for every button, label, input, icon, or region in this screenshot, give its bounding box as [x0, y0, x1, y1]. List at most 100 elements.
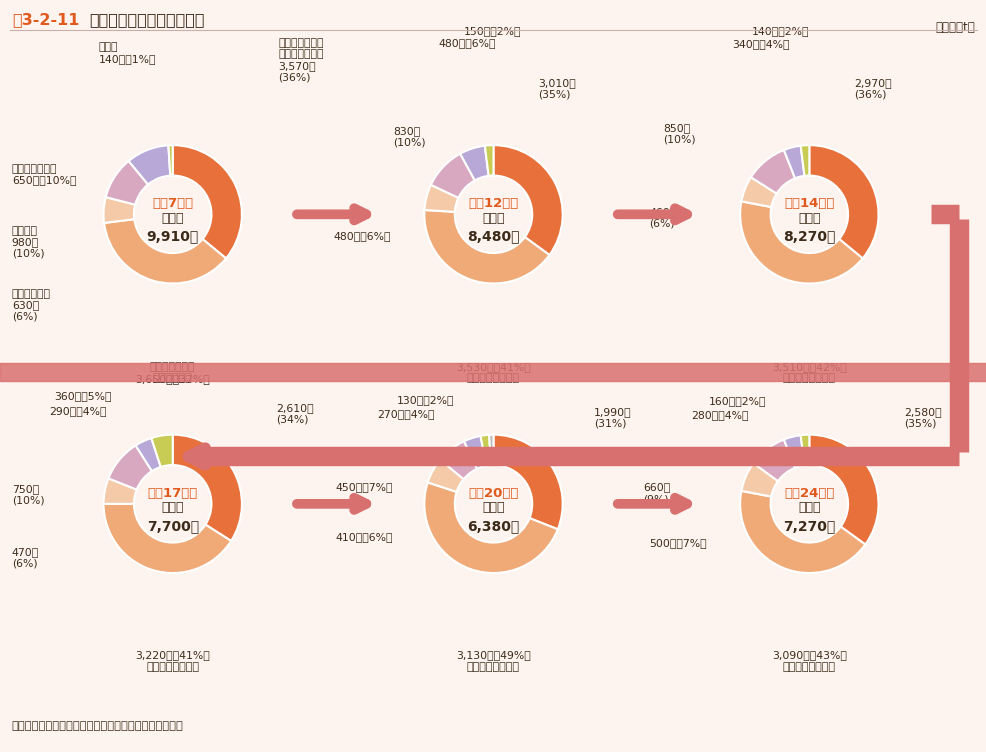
Text: 全国計: 全国計 [162, 502, 183, 514]
Text: 280万（4%）: 280万（4%） [690, 410, 747, 420]
Wedge shape [108, 445, 152, 490]
Text: 注：四捨五入の関係上、合計値と合わない場合がある。: 注：四捨五入の関係上、合計値と合わない場合がある。 [12, 721, 183, 731]
Text: 建設廃棄物の種類別排出量: 建設廃棄物の種類別排出量 [89, 12, 204, 27]
Text: 平成14年度: 平成14年度 [783, 198, 834, 211]
Wedge shape [493, 435, 562, 529]
Wedge shape [809, 435, 878, 544]
Wedge shape [740, 177, 776, 207]
Text: 3,510万（42%）: 3,510万（42%） [771, 362, 846, 372]
Wedge shape [463, 436, 486, 468]
Wedge shape [783, 435, 804, 468]
Text: 130万（2%）: 130万（2%） [396, 395, 454, 405]
Wedge shape [484, 145, 493, 176]
Wedge shape [740, 202, 862, 284]
Text: 500万（7%）: 500万（7%） [649, 538, 706, 548]
Wedge shape [783, 146, 804, 178]
Text: 2,970万
(36%): 2,970万 (36%) [853, 78, 890, 100]
Text: 資料：国土交通省: 資料：国土交通省 [466, 373, 520, 383]
Text: アスファルト・
コンクリート塊
3,570万
(36%): アスファルト・ コンクリート塊 3,570万 (36%) [278, 38, 323, 83]
Text: 資料：国土交通省: 資料：国土交通省 [782, 662, 835, 672]
Text: 平成24年度: 平成24年度 [783, 487, 834, 500]
Text: 全国計: 全国計 [482, 212, 504, 225]
Text: 資料：国土交通省: 資料：国土交通省 [782, 373, 835, 383]
Text: 3,530万（41%）: 3,530万（41%） [456, 362, 530, 372]
Text: 470万
(6%): 470万 (6%) [12, 547, 39, 569]
Wedge shape [169, 145, 173, 176]
Wedge shape [431, 153, 474, 198]
Text: 160万（2%）: 160万（2%） [708, 396, 765, 406]
Wedge shape [104, 219, 226, 284]
Text: 850万
(10%): 850万 (10%) [663, 123, 695, 144]
Text: 7,700万: 7,700万 [147, 519, 198, 533]
Text: 全国計: 全国計 [798, 212, 819, 225]
Text: 平成12年度: 平成12年度 [468, 198, 518, 211]
Text: 資料：建設省: 資料：建設省 [153, 373, 192, 383]
Text: 8,480万: 8,480万 [466, 229, 520, 244]
Text: 830万
(10%): 830万 (10%) [392, 126, 425, 147]
Wedge shape [104, 504, 231, 573]
Text: 全国計: 全国計 [482, 502, 504, 514]
Wedge shape [424, 185, 458, 212]
Text: 図3-2-11: 図3-2-11 [12, 12, 79, 27]
Wedge shape [800, 145, 809, 176]
Wedge shape [106, 161, 148, 205]
Text: 290万（4%）: 290万（4%） [49, 406, 106, 417]
Wedge shape [459, 146, 488, 180]
Text: 建設汚泥
980万
(10%): 建設汚泥 980万 (10%) [12, 226, 44, 259]
Text: 360万（5%）: 360万（5%） [54, 391, 111, 401]
Text: 全国計: 全国計 [798, 502, 819, 514]
Text: 2,580万
(35%): 2,580万 (35%) [903, 407, 941, 428]
Wedge shape [173, 435, 242, 541]
Text: コンクリート塊
3,650万（37%）: コンクリート塊 3,650万（37%） [135, 362, 210, 384]
Wedge shape [740, 491, 865, 573]
Wedge shape [104, 197, 135, 223]
Text: 平成7年度: 平成7年度 [152, 198, 193, 211]
Text: 480万（6%）: 480万（6%） [333, 231, 390, 241]
Wedge shape [427, 459, 463, 492]
Text: 270万（4%）: 270万（4%） [377, 408, 434, 419]
Text: 3,130万（49%）: 3,130万（49%） [456, 650, 530, 660]
Wedge shape [480, 435, 491, 465]
Wedge shape [800, 435, 809, 465]
Text: 6,380万: 6,380万 [467, 519, 519, 533]
Text: 460万
(6%): 460万 (6%) [649, 208, 676, 229]
Wedge shape [440, 441, 476, 479]
Text: 平成20年度: 平成20年度 [467, 487, 519, 500]
Text: 2,610万
(34%): 2,610万 (34%) [276, 403, 314, 424]
Text: 資料：国土交通省: 資料：国土交通省 [466, 662, 520, 672]
Wedge shape [752, 439, 795, 481]
Text: 140万（2%）: 140万（2%） [751, 26, 809, 35]
Text: 480万（6%）: 480万（6%） [438, 38, 495, 47]
Wedge shape [424, 483, 557, 573]
Text: 平成17年度: 平成17年度 [148, 487, 197, 500]
Wedge shape [809, 145, 878, 259]
Text: 340万（4%）: 340万（4%） [732, 39, 789, 49]
Text: 9,910万: 9,910万 [147, 229, 198, 244]
Text: 3,220万（41%）: 3,220万（41%） [135, 650, 210, 660]
Wedge shape [135, 438, 161, 472]
Text: 3,090万（43%）: 3,090万（43%） [771, 650, 846, 660]
Wedge shape [493, 145, 562, 255]
Text: 660万
(9%): 660万 (9%) [643, 483, 670, 504]
Text: 450万（7%）: 450万（7%） [335, 482, 392, 493]
Text: 1,990万
(31%): 1,990万 (31%) [594, 407, 631, 428]
Text: 410万（6%）: 410万（6%） [335, 532, 392, 542]
Wedge shape [489, 435, 493, 465]
Text: 建設発生木材
630万
(6%): 建設発生木材 630万 (6%) [12, 289, 51, 322]
Wedge shape [750, 150, 795, 193]
Text: 全国計: 全国計 [162, 212, 183, 225]
Wedge shape [740, 463, 777, 496]
Text: （単位：t）: （単位：t） [935, 21, 974, 34]
Text: 8,270万: 8,270万 [782, 229, 835, 244]
Text: 7,270万: 7,270万 [783, 519, 834, 533]
Wedge shape [173, 145, 242, 259]
Wedge shape [424, 210, 549, 284]
Wedge shape [128, 145, 171, 184]
Text: 750万
(10%): 750万 (10%) [12, 484, 44, 505]
Text: 建設混合廃棄物
650万（10%）: 建設混合廃棄物 650万（10%） [12, 164, 76, 185]
Text: 150万（2%）: 150万（2%） [463, 26, 521, 35]
Text: 3,010万
(35%): 3,010万 (35%) [537, 78, 575, 100]
Wedge shape [151, 435, 173, 467]
Wedge shape [104, 478, 137, 504]
Text: 資料：国土交通省: 資料：国土交通省 [146, 662, 199, 672]
